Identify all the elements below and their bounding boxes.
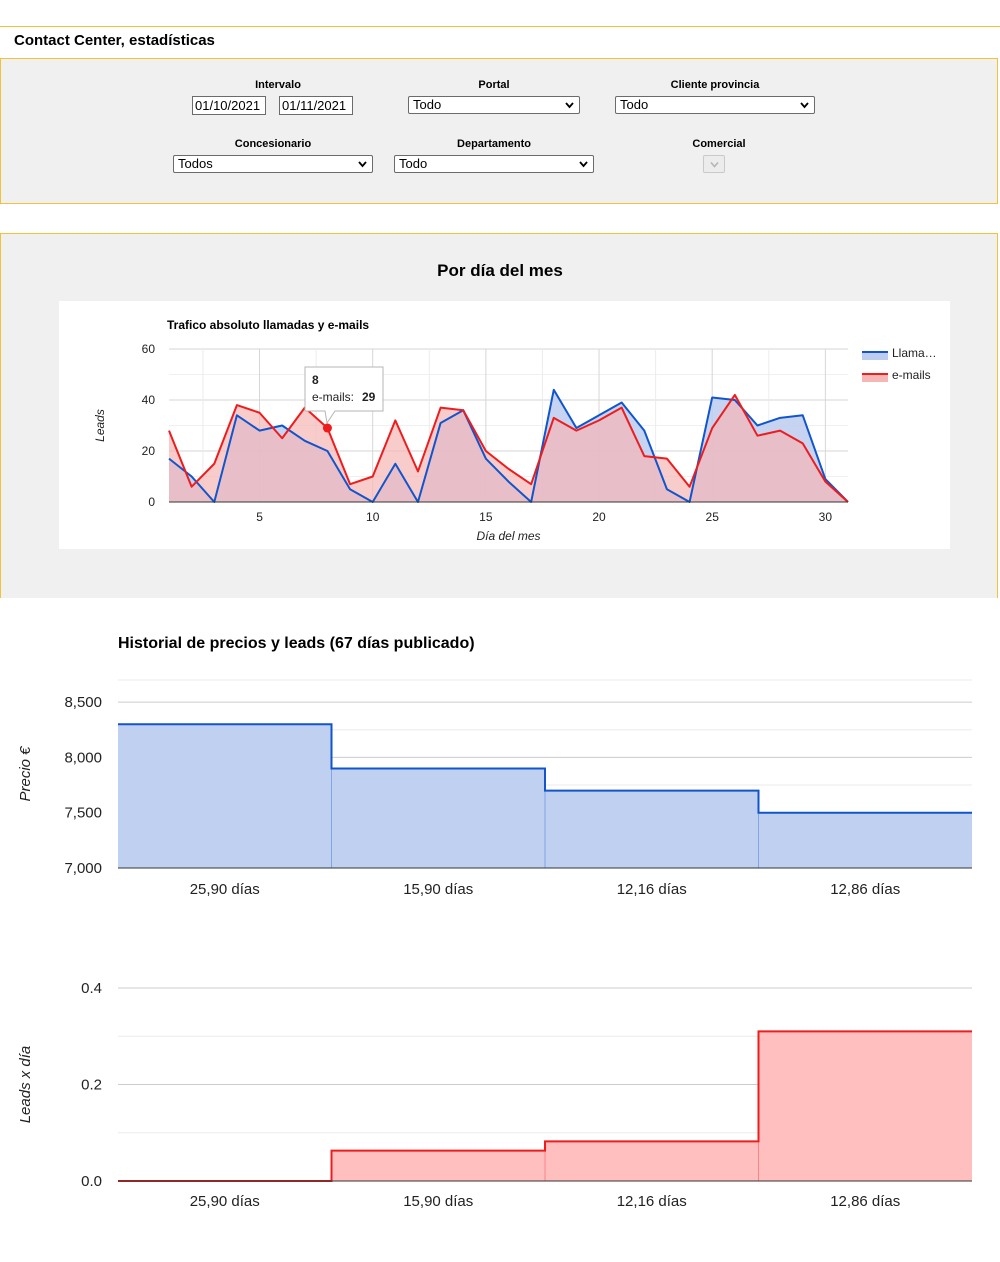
page-title: Contact Center, estadísticas: [0, 26, 1000, 58]
comercial-label: Comercial: [692, 138, 746, 150]
y-tick-label: 0.4: [81, 980, 102, 997]
x-axis-label: Día del mes: [476, 529, 540, 543]
departamento-label: Departamento: [457, 138, 531, 150]
y-tick-label: 60: [142, 342, 156, 356]
chevron-down-icon: [800, 102, 809, 109]
legend: Llama… e-mails: [862, 346, 937, 382]
y-axis-label: Leads: [93, 409, 107, 442]
chart-title: Trafico absoluto llamadas y e-mails: [167, 318, 369, 332]
departamento-select[interactable]: Todo: [394, 155, 594, 173]
monthly-traffic-chart: Trafico absoluto llamadas y e-mails 0 20 40…: [93, 318, 937, 543]
legend-swatch: [862, 352, 888, 360]
chevron-down-icon: [710, 161, 719, 168]
tooltip-box: [304, 366, 384, 425]
y-axis-label: Precio €: [17, 746, 34, 802]
x-tick-label: 12,16 días: [617, 1193, 687, 1210]
x-tick-label: 10: [366, 510, 380, 524]
y-tick-label: 7,500: [64, 805, 102, 822]
x-tick-label: 12,16 días: [617, 881, 687, 898]
legend-label: e-mails: [892, 368, 931, 382]
leads-per-day-chart: 0.0 0.2 0.4 25,90 días 15,90 días 12,16 días 1…: [17, 980, 972, 1210]
intervalo-label: Intervalo: [255, 79, 301, 91]
filters-panel: Intervalo 01/10/2021 01/11/2021 Portal T…: [0, 58, 998, 204]
x-tick-label: 15,90 días: [403, 1193, 473, 1210]
x-tick-label: 25,90 días: [190, 881, 260, 898]
tooltip-x: 8: [312, 373, 319, 387]
month-heading: Por día del mes: [437, 261, 563, 280]
cliente-provincia-label: Cliente provincia: [670, 79, 760, 91]
tooltip-value: 29: [362, 390, 376, 404]
concesionario-label: Concesionario: [234, 138, 312, 150]
series-line: [118, 1030, 972, 1182]
x-tick-label: 20: [592, 510, 606, 524]
chevron-down-icon: [579, 161, 588, 168]
y-tick-label: 8,000: [64, 749, 102, 766]
x-tick-label: 25,90 días: [190, 1193, 260, 1210]
x-tick-label: 12,86 días: [830, 1193, 900, 1210]
tooltip: 8 e-mails: 29: [304, 366, 384, 425]
series-line-llamadas: [168, 388, 849, 503]
y-tick-label: 40: [142, 393, 156, 407]
month-chart-card: Trafico absoluto llamadas y e-mails 0 20 40…: [59, 301, 950, 549]
series-line: [118, 723, 972, 814]
portal-label: Portal: [478, 79, 510, 91]
legend-label: Llama…: [892, 346, 937, 360]
chevron-down-icon: [358, 161, 367, 168]
y-tick-label: 0.2: [81, 1077, 102, 1094]
legend-swatch: [862, 374, 888, 382]
date-from-input[interactable]: 01/10/2021: [192, 96, 266, 115]
y-axis-label: Leads x día: [17, 1046, 34, 1124]
date-to-input[interactable]: 01/11/2021: [279, 96, 353, 115]
y-tick-label: 7,000: [64, 860, 102, 877]
x-tick-label: 30: [819, 510, 833, 524]
concesionario-select[interactable]: Todos: [173, 155, 373, 173]
y-tick-label: 0.0: [81, 1173, 102, 1190]
month-panel: Por día del mes Trafico absoluto llamada…: [0, 233, 998, 598]
y-tick-label: 20: [142, 444, 156, 458]
cliente-provincia-select-value: Todo: [620, 97, 649, 112]
portal-select[interactable]: Todo: [408, 96, 580, 114]
cliente-provincia-select[interactable]: Todo: [615, 96, 815, 114]
x-tick-label: 15: [479, 510, 493, 524]
concesionario-select-value: Todos: [178, 156, 213, 171]
x-tick-label: 5: [256, 510, 263, 524]
tooltip-series-label: e-mails:: [312, 390, 354, 404]
tooltip-point: [322, 423, 332, 433]
chevron-down-icon: [565, 102, 574, 109]
x-tick-label: 12,86 días: [830, 881, 900, 898]
series-line-emails: [168, 393, 849, 503]
x-tick-label: 15,90 días: [403, 881, 473, 898]
comercial-select[interactable]: [703, 155, 725, 173]
y-tick-label: 0: [148, 495, 155, 509]
y-tick-label: 8,500: [64, 694, 102, 711]
series-area-emails: [169, 394, 848, 502]
departamento-select-value: Todo: [399, 156, 428, 171]
price-history-chart: 7,000 7,500 8,000 8,500 25,90 días 15,90 días…: [17, 679, 972, 898]
history-title: Historial de precios y leads (67 días pu…: [118, 635, 475, 652]
portal-select-value: Todo: [413, 97, 442, 112]
x-tick-label: 25: [706, 510, 720, 524]
